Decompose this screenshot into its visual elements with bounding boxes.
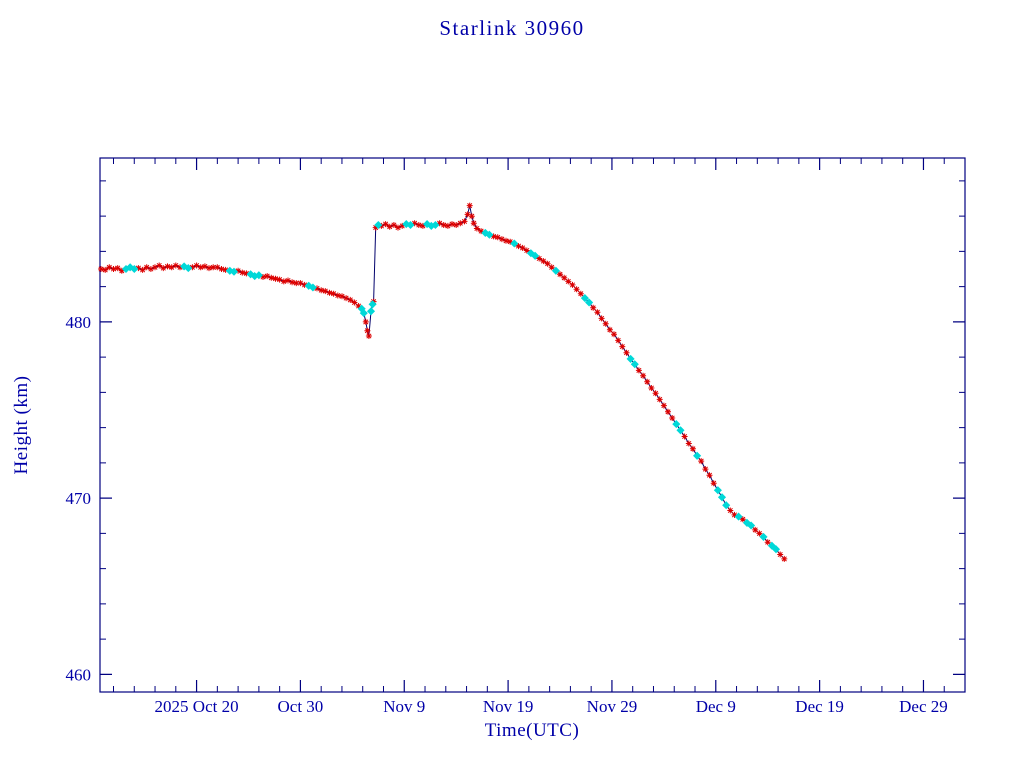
svg-text:Nov 29: Nov 29 xyxy=(587,697,638,716)
data-line xyxy=(100,205,785,560)
svg-text:Dec 9: Dec 9 xyxy=(696,697,736,716)
minor-ticks xyxy=(100,158,966,692)
svg-text:Dec 19: Dec 19 xyxy=(795,697,844,716)
major-ticks xyxy=(100,158,965,692)
y-tick-labels: 460 470 480 xyxy=(66,313,92,684)
svg-text:480: 480 xyxy=(66,313,92,332)
svg-text:Oct 30: Oct 30 xyxy=(278,697,324,716)
cyan-observation-markers xyxy=(121,220,781,554)
x-axis-label: Time(UTC) xyxy=(484,720,580,741)
svg-text:Nov 9: Nov 9 xyxy=(383,697,425,716)
svg-text:2025 Oct 20: 2025 Oct 20 xyxy=(155,697,239,716)
red-observation-markers xyxy=(98,202,788,562)
axis-box xyxy=(99,157,966,693)
svg-text:Dec 29: Dec 29 xyxy=(899,697,948,716)
svg-text:460: 460 xyxy=(66,665,92,684)
x-tick-labels: 2025 Oct 20 Oct 30 Nov 9 Nov 19 Nov 29 Dec 9 D… xyxy=(155,697,948,716)
svg-text:Nov 19: Nov 19 xyxy=(483,697,534,716)
chart-title: Starlink 30960 xyxy=(439,16,585,40)
svg-text:470: 470 xyxy=(66,489,92,508)
